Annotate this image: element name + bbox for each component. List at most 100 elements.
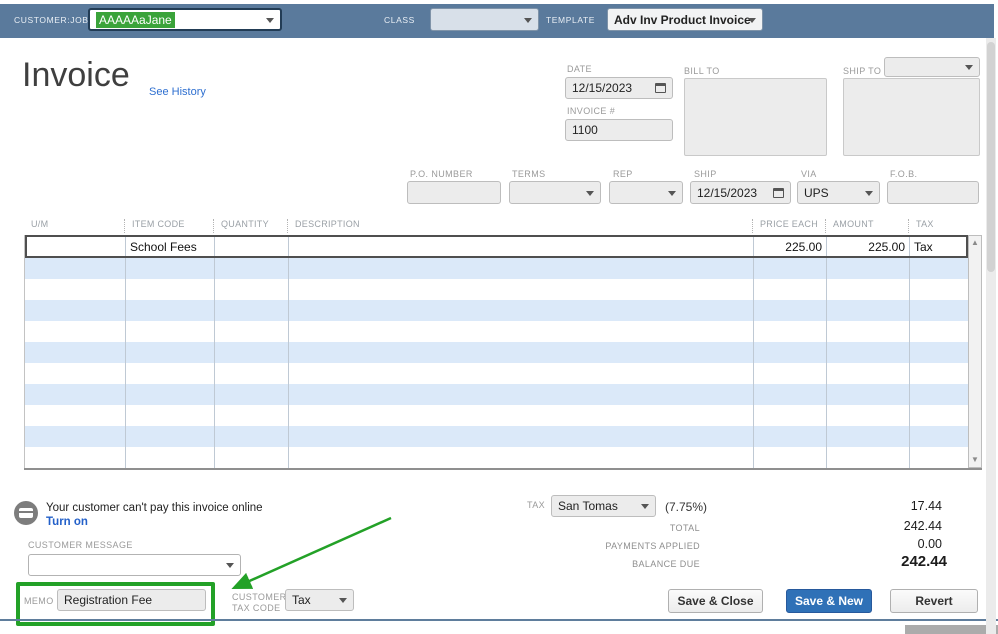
table-cell[interactable] [288,342,753,363]
table-cell[interactable] [214,258,288,279]
table-cell[interactable] [125,426,214,447]
table-cell[interactable] [125,279,214,300]
table-cell[interactable] [288,384,753,405]
table-cell[interactable] [214,342,288,363]
table-cell[interactable] [826,258,909,279]
rep-dropdown[interactable] [609,181,683,204]
cell-tax[interactable]: Tax [909,237,967,256]
ship-to-dropdown[interactable] [884,57,980,77]
table-cell[interactable] [826,300,909,321]
scroll-down-arrow-icon[interactable]: ▼ [971,455,979,464]
column-header-quantity[interactable]: QUANTITY [213,219,287,233]
cell-item-code[interactable]: School Fees [125,237,214,256]
table-cell[interactable] [25,300,125,321]
table-cell[interactable] [909,405,969,426]
vertical-scrollbar-track[interactable] [986,38,996,634]
column-header-item-code[interactable]: ITEM CODE [124,219,213,233]
table-cell[interactable] [288,426,753,447]
table-row[interactable] [25,447,968,468]
table-cell[interactable] [125,405,214,426]
vertical-scrollbar-thumb[interactable] [987,42,995,272]
table-cell[interactable] [826,342,909,363]
table-row[interactable] [25,321,968,342]
table-cell[interactable] [214,321,288,342]
table-cell[interactable] [125,363,214,384]
table-cell[interactable] [214,300,288,321]
column-header-tax[interactable]: TAX [908,219,968,233]
table-cell[interactable] [25,342,125,363]
table-cell[interactable] [826,405,909,426]
scroll-up-arrow-icon[interactable]: ▲ [971,238,979,247]
memo-field[interactable]: Registration Fee [57,589,206,611]
table-cell[interactable] [214,384,288,405]
customer-message-dropdown[interactable] [28,554,241,576]
customer-tax-code-dropdown[interactable]: Tax [285,589,354,611]
table-row[interactable] [25,363,968,384]
table-cell[interactable] [753,384,826,405]
table-cell[interactable] [909,447,969,468]
tax-agency-dropdown[interactable]: San Tomas [551,495,656,517]
horizontal-scrollbar[interactable] [905,625,998,634]
class-dropdown[interactable] [430,8,539,31]
table-cell[interactable] [25,405,125,426]
table-cell[interactable] [753,447,826,468]
table-cell[interactable] [909,258,969,279]
table-cell[interactable] [214,405,288,426]
table-cell[interactable] [125,384,214,405]
table-cell[interactable] [909,363,969,384]
table-cell[interactable] [125,447,214,468]
table-cell[interactable] [288,447,753,468]
table-cell[interactable] [214,426,288,447]
table-cell[interactable] [909,300,969,321]
cell-um[interactable] [27,237,125,256]
table-row[interactable] [25,405,968,426]
table-cell[interactable] [288,363,753,384]
table-cell[interactable] [826,426,909,447]
table-cell[interactable] [288,300,753,321]
cell-description[interactable] [288,237,753,256]
column-header-description[interactable]: DESCRIPTION [287,219,752,233]
via-dropdown[interactable]: UPS [797,181,880,204]
table-cell[interactable] [753,342,826,363]
table-cell[interactable] [25,321,125,342]
table-cell[interactable] [288,321,753,342]
terms-dropdown[interactable] [509,181,601,204]
date-field[interactable]: 12/15/2023 [565,77,673,99]
table-cell[interactable] [25,384,125,405]
table-cell[interactable] [214,363,288,384]
table-row[interactable] [25,279,968,300]
bill-to-box[interactable] [684,78,827,156]
table-cell[interactable] [909,279,969,300]
table-cell[interactable] [826,321,909,342]
table-cell[interactable] [125,321,214,342]
table-cell[interactable] [826,279,909,300]
table-cell[interactable] [753,300,826,321]
column-header-um[interactable]: U/M [31,219,49,229]
turn-on-link[interactable]: Turn on [46,516,88,528]
table-cell[interactable] [288,279,753,300]
table-cell[interactable] [125,300,214,321]
cell-amount[interactable]: 225.00 [826,237,909,256]
table-cell[interactable] [214,279,288,300]
table-cell[interactable] [753,321,826,342]
template-dropdown[interactable]: Adv Inv Product Invoice [607,8,763,31]
table-cell[interactable] [753,426,826,447]
table-cell[interactable] [25,447,125,468]
calendar-icon[interactable] [655,83,666,93]
calendar-icon[interactable] [773,187,784,198]
see-history-link[interactable]: See History [149,86,206,98]
table-cell[interactable] [25,258,125,279]
table-cell[interactable] [214,447,288,468]
cell-price-each[interactable]: 225.00 [753,237,826,256]
table-cell[interactable] [753,405,826,426]
column-header-amount[interactable]: AMOUNT [825,219,908,233]
table-cell[interactable] [909,426,969,447]
table-cell[interactable] [909,342,969,363]
table-row[interactable] [25,258,968,279]
table-cell[interactable] [25,426,125,447]
table-cell[interactable] [909,384,969,405]
table-cell[interactable] [826,384,909,405]
customer-job-dropdown[interactable]: AAAAAaJane [88,8,282,31]
table-cell[interactable] [288,405,753,426]
table-cell[interactable] [753,279,826,300]
